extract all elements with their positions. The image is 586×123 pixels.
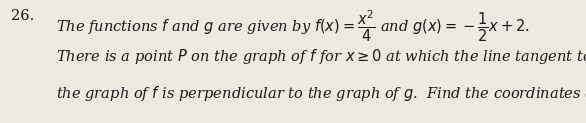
Text: 26.: 26. xyxy=(11,9,34,23)
Text: point $P$.: point $P$. xyxy=(56,121,113,123)
Text: the graph of $f$ is perpendicular to the graph of $g$.  Find the coordinates of: the graph of $f$ is perpendicular to the… xyxy=(56,84,586,103)
Text: The functions $f$ and $g$ are given by $f(x) = \dfrac{x^2}{4}$ and $g(x) = -\dfr: The functions $f$ and $g$ are given by $… xyxy=(56,9,529,44)
Text: There is a point $P$ on the graph of $f$ for $x \geq 0$ at which the line tangen: There is a point $P$ on the graph of $f$… xyxy=(56,47,586,66)
